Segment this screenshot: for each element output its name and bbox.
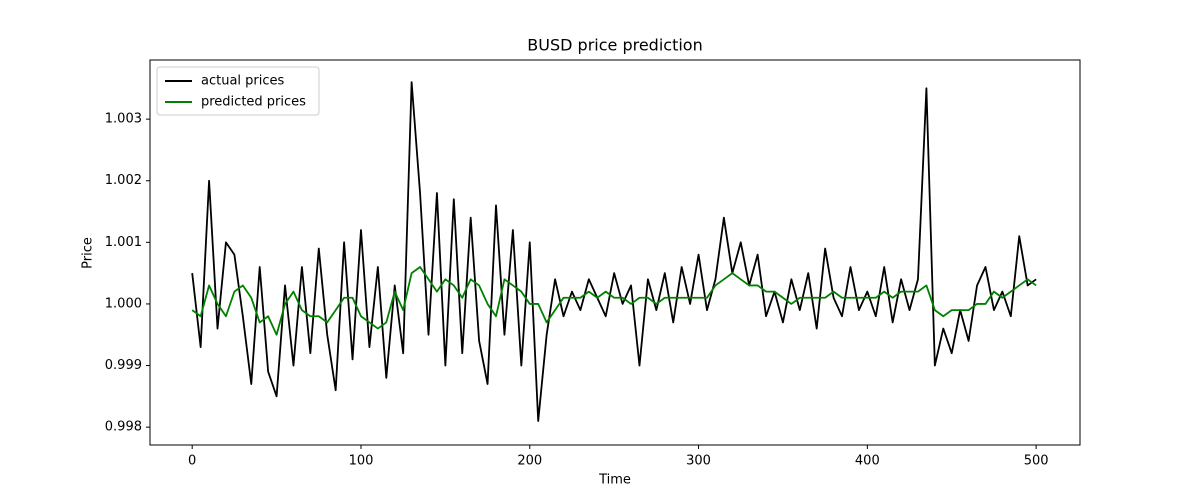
series-line bbox=[191, 81, 1037, 422]
series-line bbox=[191, 266, 1037, 336]
y-tick-label: 1.002 bbox=[105, 173, 142, 188]
y-tick-label: 1.001 bbox=[105, 235, 142, 250]
x-tick-label: 300 bbox=[686, 454, 711, 469]
plot-frame bbox=[149, 59, 1081, 446]
x-tick-label: 400 bbox=[855, 454, 880, 469]
legend-box bbox=[156, 66, 320, 116]
chart-title: BUSD price prediction bbox=[527, 36, 702, 55]
x-tick-label: 500 bbox=[1024, 454, 1049, 469]
y-axis-label: Price bbox=[81, 237, 96, 269]
y-tick-label: 0.999 bbox=[105, 358, 142, 373]
x-tick-label: 200 bbox=[517, 454, 542, 469]
y-tick-label: 0.998 bbox=[105, 420, 142, 435]
legend-label: predicted prices bbox=[201, 95, 306, 110]
legend-label: actual prices bbox=[201, 74, 285, 89]
x-tick-label: 0 bbox=[188, 454, 196, 469]
y-tick-label: 1.003 bbox=[105, 112, 142, 127]
x-axis-label: Time bbox=[598, 473, 631, 488]
y-tick-label: 1.000 bbox=[105, 296, 142, 311]
x-tick-label: 100 bbox=[349, 454, 374, 469]
